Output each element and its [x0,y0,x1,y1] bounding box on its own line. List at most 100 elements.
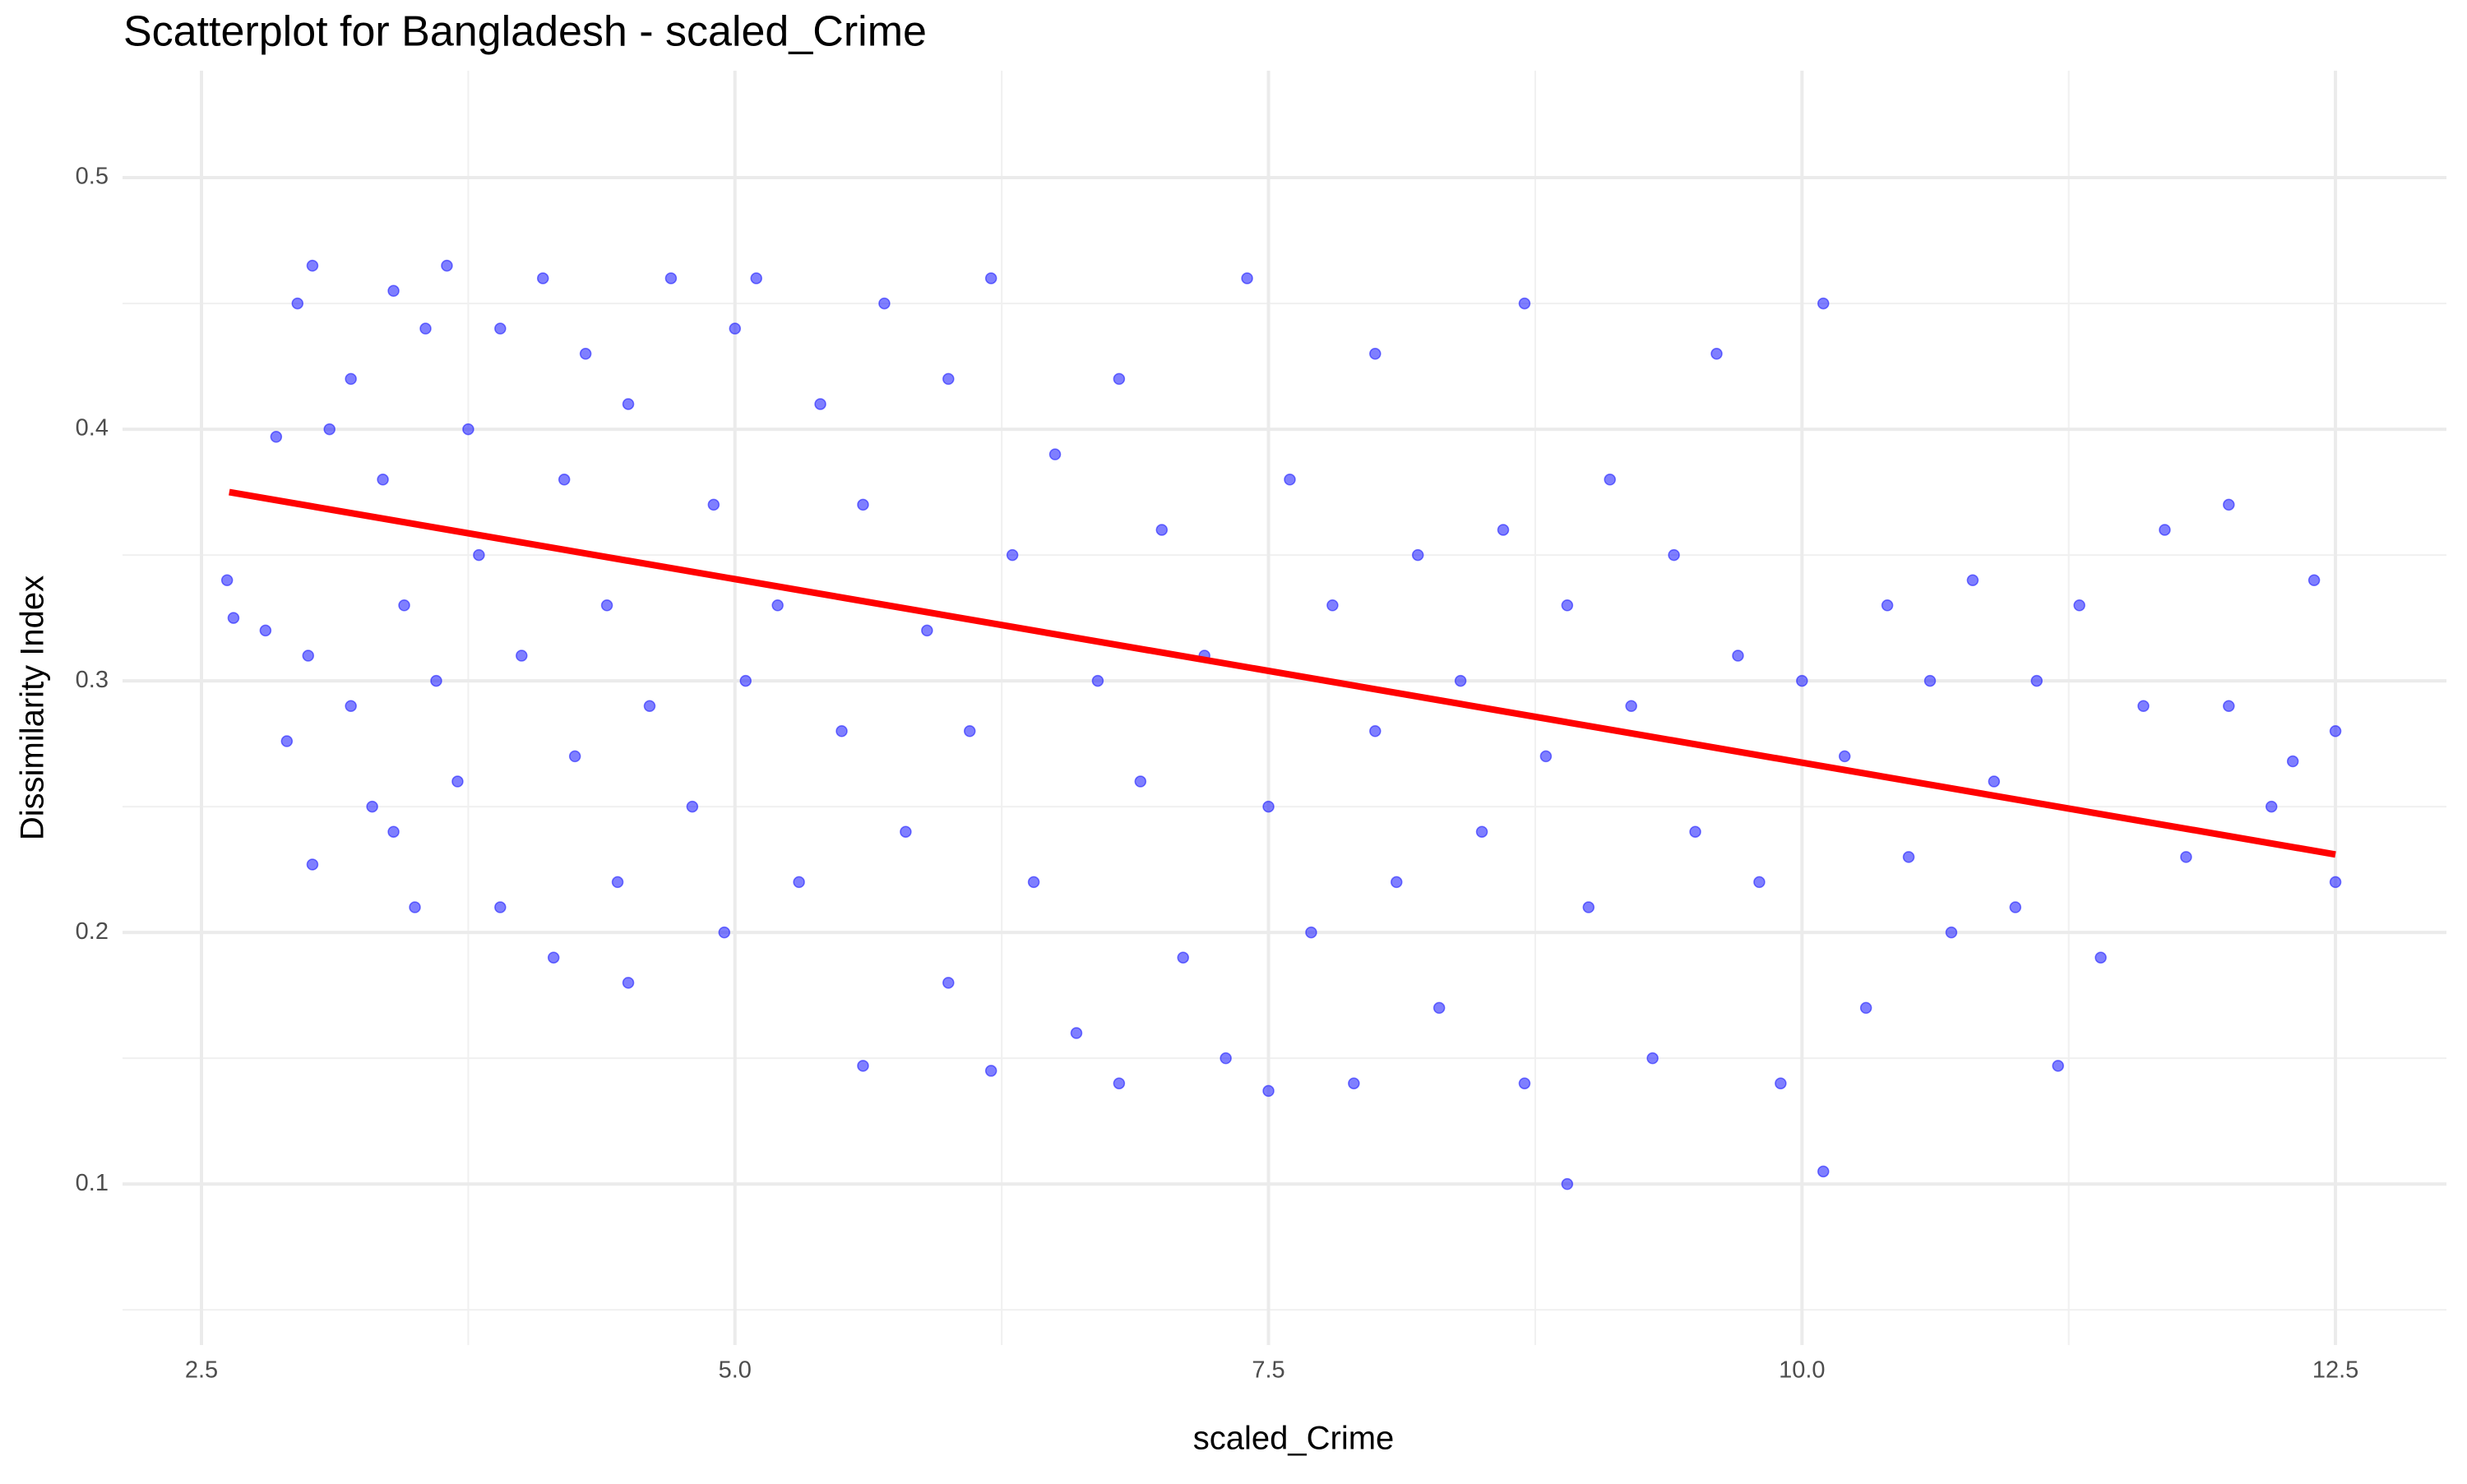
point [419,322,432,335]
point [547,951,560,964]
point [1070,1027,1083,1039]
point [1604,474,1616,486]
point [1369,348,1382,360]
point [2073,599,2085,612]
point [1796,674,1808,687]
point [1689,825,1701,838]
point [814,398,826,410]
point [2286,755,2299,768]
point [984,272,997,284]
point [963,725,976,737]
point [1966,574,1979,586]
y-tick-label: 0.3 [76,667,109,693]
point [793,876,805,889]
point [494,901,507,913]
point [643,700,656,712]
x-tick-label: 12.5 [2312,1357,2358,1384]
point [462,423,474,436]
y-axis-title: Dissimilarity Index [15,576,51,840]
point [494,322,507,335]
point [2180,851,2192,863]
point [1326,599,1339,612]
point [1155,524,1169,536]
point [1048,448,1062,460]
point [398,599,410,612]
point [430,674,442,687]
point [579,348,592,360]
point [2052,1060,2064,1072]
point [516,650,528,662]
point [771,599,784,612]
point [2094,951,2107,964]
point [441,259,453,272]
point [345,700,357,712]
point [1902,851,1915,863]
chart-title: Scatterplot for Bangladesh - scaled_Crim… [123,8,927,56]
point [1561,1177,1574,1190]
point [451,775,464,788]
point [1113,1077,1126,1089]
point [1497,524,1510,536]
point [729,322,742,335]
point [387,284,400,298]
point [306,858,319,871]
point [1859,1001,1872,1015]
point [2307,574,2321,586]
point [1390,876,1403,889]
point [1775,1077,1787,1089]
point [323,423,336,436]
point [878,297,891,310]
point [1284,474,1296,486]
point [2223,498,2235,511]
point [857,1060,869,1072]
point [1817,297,1830,310]
point [220,574,234,586]
x-tick-label: 2.5 [185,1357,218,1384]
point [1923,674,1937,687]
point [622,398,635,410]
point [686,800,699,813]
point [1518,297,1531,310]
point [622,977,635,989]
y-tick-label: 0.4 [76,415,109,442]
point [1091,674,1104,687]
point [1177,951,1189,964]
point [409,901,421,913]
point [1433,1001,1446,1015]
x-axis-title: scaled_Crime [1193,1421,1395,1457]
point [2030,674,2043,687]
point [1561,599,1574,612]
point [921,624,933,637]
point [2265,800,2278,813]
point [1753,876,1766,889]
y-tick-label: 0.5 [76,164,109,190]
point [473,548,485,562]
x-tick-label: 7.5 [1252,1357,1284,1384]
x-tick-label: 10.0 [1779,1357,1825,1384]
point [558,474,571,486]
point [1732,650,1744,662]
point [718,926,731,939]
point [1945,926,1958,939]
point [900,825,912,838]
point [270,431,283,443]
point [2329,876,2342,889]
grid [123,71,2446,1345]
point [942,372,955,386]
point [2223,700,2235,712]
point [857,498,869,511]
point [1262,800,1275,813]
point [377,474,389,486]
point [1411,548,1424,562]
point [1305,926,1317,939]
point [835,725,848,737]
point [1838,750,1851,763]
point [750,272,762,284]
point [1582,901,1595,913]
point [1539,750,1553,763]
point [366,800,378,813]
point [1518,1077,1531,1089]
point [2009,901,2022,913]
point [1817,1165,1830,1178]
point [664,272,678,284]
